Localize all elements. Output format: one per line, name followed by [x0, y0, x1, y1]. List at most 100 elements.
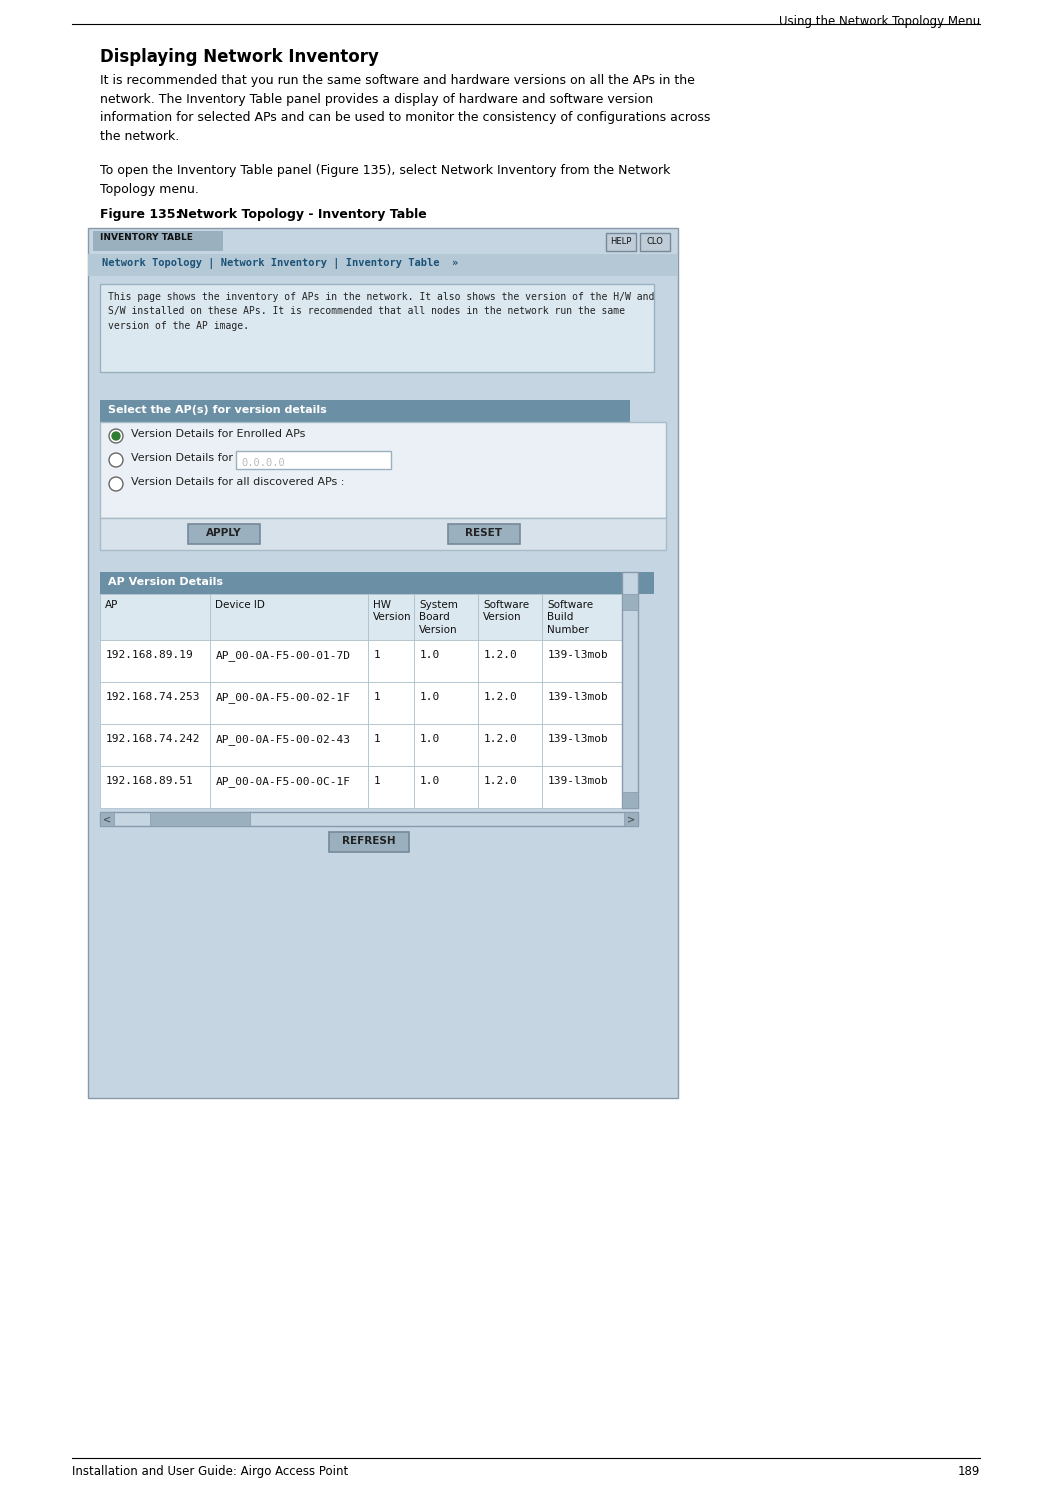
Text: REFRESH: REFRESH	[342, 836, 396, 846]
Bar	[368, 765, 414, 809]
Bar	[414, 640, 478, 682]
Text: Displaying Network Inventory: Displaying Network Inventory	[100, 48, 379, 66]
Text: Version Details for Enrolled APs: Version Details for Enrolled APs	[132, 430, 305, 439]
Bar	[606, 233, 636, 251]
Text: 1.0: 1.0	[420, 651, 440, 659]
Bar	[100, 518, 666, 551]
Text: 139-l3mob: 139-l3mob	[548, 692, 609, 703]
Text: APPLY: APPLY	[206, 528, 242, 539]
Bar	[188, 524, 260, 545]
Bar	[414, 682, 478, 724]
Bar	[100, 765, 210, 809]
Bar	[100, 812, 638, 827]
Text: 192.168.89.19: 192.168.89.19	[106, 651, 194, 659]
Bar	[210, 724, 368, 765]
Bar	[478, 640, 542, 682]
Text: Software
Build
Number: Software Build Number	[547, 600, 593, 634]
Text: Network Topology | Network Inventory | Inventory Table  »: Network Topology | Network Inventory | I…	[102, 258, 459, 269]
Bar	[150, 812, 250, 827]
Bar	[640, 233, 670, 251]
Bar	[542, 682, 622, 724]
Bar	[478, 682, 542, 724]
Bar	[100, 594, 622, 640]
Text: 1.0: 1.0	[420, 776, 440, 786]
Bar	[100, 640, 210, 682]
Text: <: <	[103, 815, 112, 825]
Bar	[100, 283, 654, 372]
Bar	[368, 594, 414, 640]
Text: 139-l3mob: 139-l3mob	[548, 776, 609, 786]
Text: AP_00-0A-F5-00-0C-1F: AP_00-0A-F5-00-0C-1F	[216, 776, 351, 786]
Text: AP_00-0A-F5-00-02-43: AP_00-0A-F5-00-02-43	[216, 734, 351, 745]
Bar	[210, 765, 368, 809]
Circle shape	[109, 454, 123, 467]
Text: CLO: CLO	[647, 237, 664, 246]
Bar	[210, 594, 368, 640]
Text: 1.2.0: 1.2.0	[484, 776, 518, 786]
Text: Using the Network Topology Menu: Using the Network Topology Menu	[778, 15, 980, 28]
Text: AP_00-0A-F5-00-02-1F: AP_00-0A-F5-00-02-1F	[216, 692, 351, 703]
Bar	[93, 231, 223, 251]
Bar	[88, 254, 677, 276]
Bar	[100, 571, 654, 594]
Bar	[329, 833, 409, 852]
Text: 139-l3mob: 139-l3mob	[548, 734, 609, 745]
Bar	[368, 682, 414, 724]
Circle shape	[109, 477, 123, 491]
Text: 192.168.74.253: 192.168.74.253	[106, 692, 201, 703]
Bar	[622, 571, 638, 809]
Text: 192.168.74.242: 192.168.74.242	[106, 734, 201, 745]
Circle shape	[109, 430, 123, 443]
Bar	[100, 812, 114, 827]
Text: Version Details for AP: Version Details for AP	[132, 454, 250, 463]
Text: Version Details for all discovered APs :: Version Details for all discovered APs :	[132, 477, 344, 486]
Text: 1.2.0: 1.2.0	[484, 651, 518, 659]
Text: INVENTORY TABLE: INVENTORY TABLE	[100, 233, 193, 242]
Text: Select the AP(s) for version details: Select the AP(s) for version details	[108, 404, 327, 415]
Bar	[622, 594, 638, 610]
Text: 1.2.0: 1.2.0	[484, 734, 518, 745]
Bar	[414, 724, 478, 765]
Bar	[478, 765, 542, 809]
Text: 1: 1	[375, 776, 381, 786]
Bar	[542, 594, 622, 640]
Bar	[478, 594, 542, 640]
Bar	[542, 640, 622, 682]
Bar	[100, 724, 210, 765]
Text: To open the Inventory Table panel (Figure 135), select Network Inventory from th: To open the Inventory Table panel (Figur…	[100, 164, 670, 195]
Text: AP_00-0A-F5-00-01-7D: AP_00-0A-F5-00-01-7D	[216, 651, 351, 661]
Text: 139-l3mob: 139-l3mob	[548, 651, 609, 659]
Bar	[210, 640, 368, 682]
Bar	[624, 812, 638, 827]
Text: System
Board
Version: System Board Version	[419, 600, 458, 634]
Text: 0.0.0.0: 0.0.0.0	[241, 458, 285, 468]
Text: 1: 1	[375, 734, 381, 745]
Bar	[210, 682, 368, 724]
Text: 1: 1	[375, 651, 381, 659]
Text: HELP: HELP	[610, 237, 631, 246]
Bar	[368, 640, 414, 682]
Text: Installation and User Guide: Airgo Access Point: Installation and User Guide: Airgo Acces…	[72, 1465, 348, 1479]
Text: RESET: RESET	[465, 528, 503, 539]
Bar	[100, 400, 630, 422]
Bar	[478, 724, 542, 765]
Bar	[100, 682, 210, 724]
Text: Software
Version: Software Version	[483, 600, 529, 622]
Text: 1: 1	[375, 692, 381, 703]
Bar	[88, 228, 677, 1098]
Bar	[448, 524, 520, 545]
Bar	[100, 594, 210, 640]
Text: 1.0: 1.0	[420, 692, 440, 703]
Text: HW
Version: HW Version	[373, 600, 411, 622]
Bar	[236, 451, 391, 468]
Text: This page shows the inventory of APs in the network. It also shows the version o: This page shows the inventory of APs in …	[108, 292, 654, 331]
Text: >: >	[627, 815, 635, 825]
Bar	[542, 724, 622, 765]
Bar	[542, 765, 622, 809]
Text: AP Version Details: AP Version Details	[108, 577, 223, 586]
Text: It is recommended that you run the same software and hardware versions on all th: It is recommended that you run the same …	[100, 75, 710, 143]
Text: 1.0: 1.0	[420, 734, 440, 745]
Bar	[622, 792, 638, 809]
Bar	[368, 724, 414, 765]
Bar	[414, 765, 478, 809]
